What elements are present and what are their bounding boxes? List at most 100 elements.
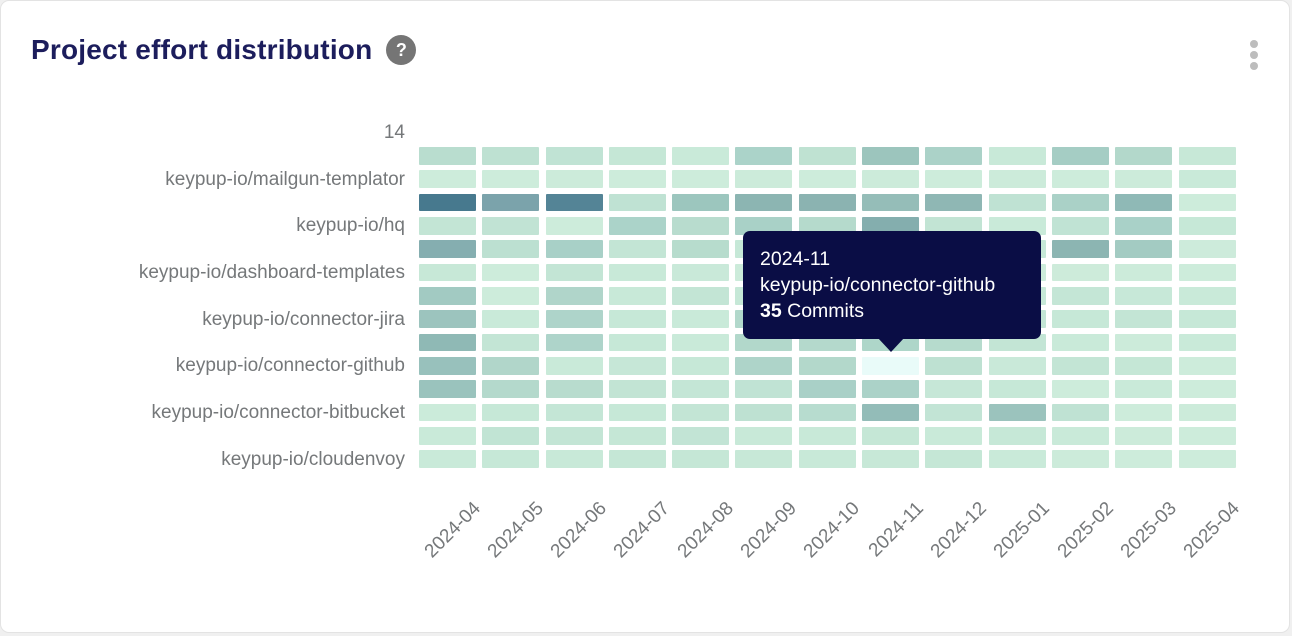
heatmap-cell[interactable] (608, 333, 666, 352)
heatmap-cell[interactable] (1178, 380, 1236, 398)
heatmap-cell[interactable] (545, 403, 603, 422)
heatmap-cell[interactable] (1178, 193, 1236, 212)
heatmap-cell[interactable] (988, 217, 1046, 235)
heatmap-cell[interactable] (1178, 403, 1236, 422)
heatmap-cell[interactable] (419, 193, 476, 212)
heatmap-cell[interactable] (735, 147, 793, 165)
heatmap-cell[interactable] (1178, 217, 1236, 235)
heatmap-cell[interactable] (672, 380, 730, 398)
heatmap-cell[interactable] (798, 170, 856, 188)
heatmap-cell[interactable] (1051, 240, 1109, 258)
heatmap-cell[interactable] (1115, 310, 1173, 328)
heatmap-cell[interactable] (735, 450, 793, 468)
heatmap-cell[interactable] (419, 217, 476, 235)
heatmap-cell[interactable] (608, 357, 666, 375)
heatmap-cell[interactable] (988, 147, 1046, 165)
heatmap-cell[interactable] (672, 403, 730, 422)
heatmap-cell[interactable] (1051, 357, 1109, 375)
heatmap-cell[interactable] (862, 427, 920, 445)
heatmap-cell[interactable] (672, 170, 730, 188)
heatmap-cell[interactable] (545, 333, 603, 352)
heatmap-cell[interactable] (419, 263, 476, 282)
heatmap-cell[interactable] (862, 403, 920, 422)
heatmap-cell[interactable] (608, 263, 666, 282)
heatmap-cell[interactable] (1051, 310, 1109, 328)
heatmap-cell[interactable] (1115, 403, 1173, 422)
heatmap-cell[interactable] (1115, 193, 1173, 212)
heatmap-cell[interactable] (672, 147, 730, 165)
heatmap-cell[interactable] (862, 147, 920, 165)
heatmap-cell[interactable] (608, 287, 666, 305)
heatmap-cell[interactable] (672, 357, 730, 375)
heatmap-cell[interactable] (988, 170, 1046, 188)
heatmap-cell[interactable] (545, 287, 603, 305)
heatmap-cell[interactable] (545, 357, 603, 375)
heatmap-cell[interactable] (988, 193, 1046, 212)
heatmap-cell[interactable] (1051, 333, 1109, 352)
heatmap-cell[interactable] (1115, 380, 1173, 398)
heatmap-cell[interactable] (482, 217, 540, 235)
heatmap-cell[interactable] (608, 403, 666, 422)
heatmap-cell-highlighted[interactable] (862, 357, 920, 375)
heatmap-cell[interactable] (545, 450, 603, 468)
heatmap-cell[interactable] (798, 147, 856, 165)
heatmap-cell[interactable] (735, 357, 793, 375)
heatmap-cell[interactable] (1178, 450, 1236, 468)
heatmap-cell[interactable] (862, 450, 920, 468)
heatmap-cell[interactable] (1115, 450, 1173, 468)
heatmap-cell[interactable] (672, 310, 730, 328)
kebab-menu-icon[interactable] (1245, 38, 1263, 72)
heatmap-cell[interactable] (1115, 333, 1173, 352)
heatmap-cell[interactable] (798, 380, 856, 398)
heatmap-cell[interactable] (419, 427, 476, 445)
heatmap-cell[interactable] (545, 427, 603, 445)
heatmap-cell[interactable] (798, 193, 856, 212)
heatmap-cell[interactable] (1178, 427, 1236, 445)
heatmap-cell[interactable] (672, 287, 730, 305)
heatmap-cell[interactable] (545, 240, 603, 258)
heatmap-cell[interactable] (925, 147, 983, 165)
heatmap-cell[interactable] (1178, 333, 1236, 352)
heatmap-cell[interactable] (608, 240, 666, 258)
heatmap-cell[interactable] (482, 310, 540, 328)
heatmap-cell[interactable] (419, 310, 476, 328)
heatmap-cell[interactable] (545, 380, 603, 398)
heatmap-cell[interactable] (925, 450, 983, 468)
heatmap-cell[interactable] (925, 427, 983, 445)
help-icon[interactable]: ? (386, 35, 417, 65)
heatmap-cell[interactable] (1051, 287, 1109, 305)
heatmap-cell[interactable] (1051, 380, 1109, 398)
heatmap-cell[interactable] (798, 427, 856, 445)
heatmap-cell[interactable] (735, 427, 793, 445)
heatmap-cell[interactable] (419, 403, 476, 422)
heatmap-cell[interactable] (419, 240, 476, 258)
heatmap-cell[interactable] (798, 357, 856, 375)
heatmap-cell[interactable] (672, 217, 730, 235)
heatmap-cell[interactable] (545, 217, 603, 235)
heatmap-cell[interactable] (735, 193, 793, 212)
heatmap-cell[interactable] (925, 403, 983, 422)
heatmap-cell[interactable] (672, 240, 730, 258)
heatmap-cell[interactable] (1178, 287, 1236, 305)
heatmap-cell[interactable] (862, 380, 920, 398)
heatmap-cell[interactable] (798, 403, 856, 422)
heatmap-cell[interactable] (419, 287, 476, 305)
heatmap-cell[interactable] (988, 427, 1046, 445)
heatmap-cell[interactable] (672, 263, 730, 282)
heatmap-cell[interactable] (1051, 263, 1109, 282)
heatmap-cell[interactable] (988, 450, 1046, 468)
heatmap-cell[interactable] (1051, 170, 1109, 188)
heatmap-cell[interactable] (1051, 427, 1109, 445)
heatmap-cell[interactable] (419, 380, 476, 398)
heatmap-cell[interactable] (419, 450, 476, 468)
heatmap-cell[interactable] (608, 170, 666, 188)
heatmap-cell[interactable] (735, 217, 793, 235)
heatmap-cell[interactable] (672, 427, 730, 445)
heatmap-cell[interactable] (419, 357, 476, 375)
heatmap-cell[interactable] (1115, 263, 1173, 282)
heatmap-cell[interactable] (1178, 147, 1236, 165)
heatmap-cell[interactable] (925, 357, 983, 375)
heatmap-cell[interactable] (1115, 217, 1173, 235)
heatmap-cell[interactable] (1115, 147, 1173, 165)
heatmap-cell[interactable] (1051, 193, 1109, 212)
